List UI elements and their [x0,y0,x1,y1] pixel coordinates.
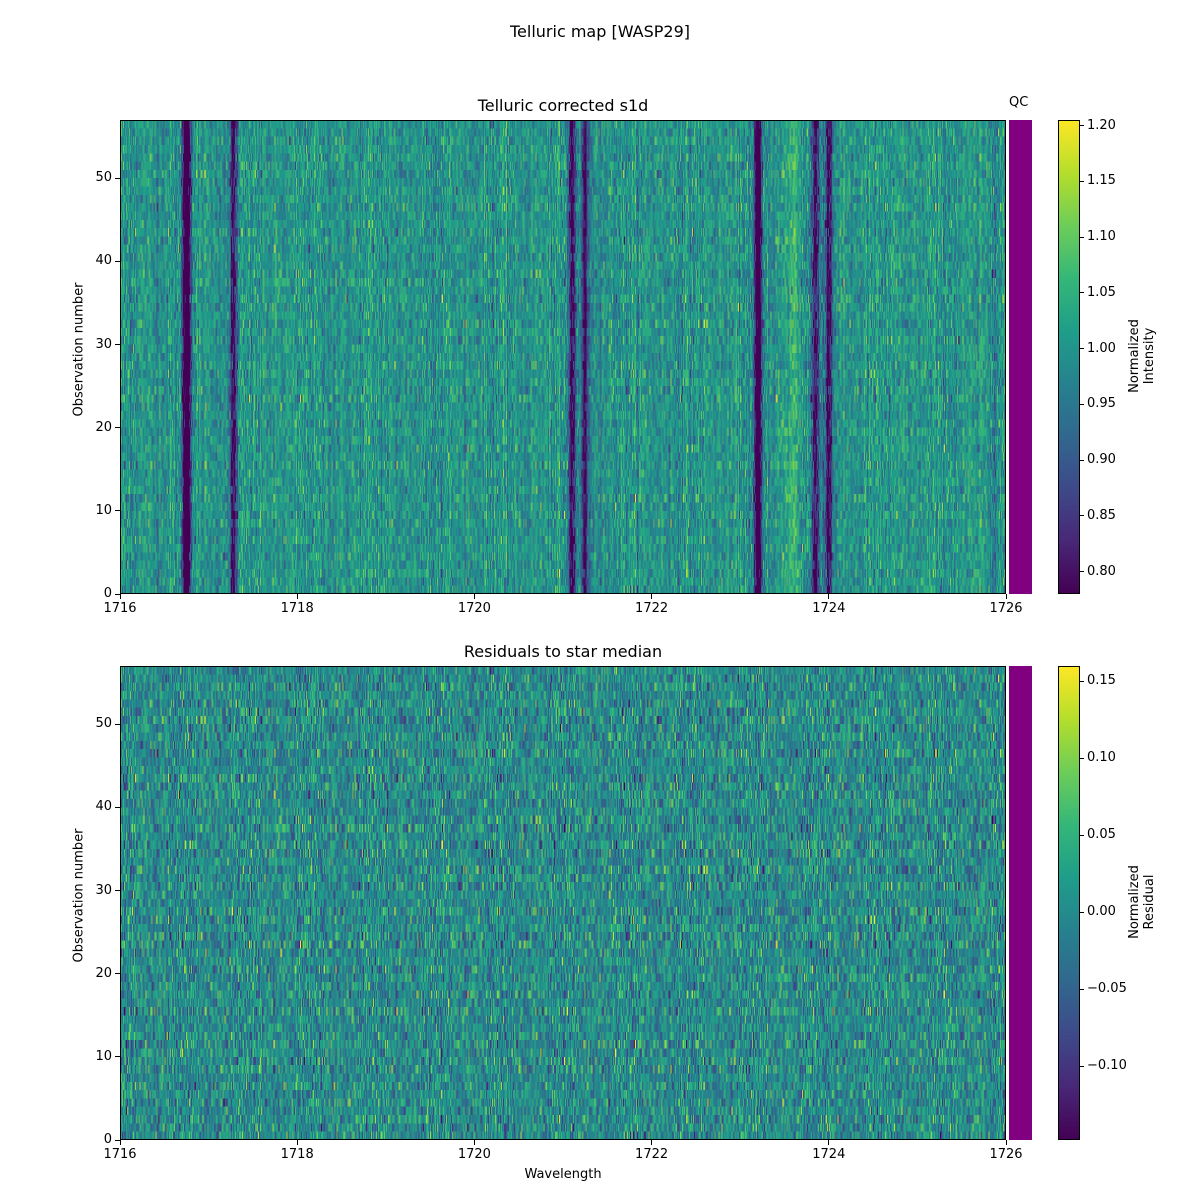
cbar-tick-0-4 [1080,348,1084,350]
y-tick-label-1-0: 0 [103,1132,112,1147]
x-tick-label-0-2: 1720 [457,601,491,616]
x-axis-label-1: Wavelength [524,1167,602,1182]
x-tick-0-0 [119,594,121,599]
cbar-tick-0-6 [1080,236,1084,238]
x-tick-label-1-2: 1720 [457,1147,491,1162]
x-tick-label-0-5: 1726 [989,601,1023,616]
x-tick-0-3 [651,594,653,599]
colorbar-0 [1058,120,1080,594]
y-tick-label-1-2: 20 [95,965,112,981]
cbar-tick-label-0-2: 0.90 [1087,452,1116,468]
cbar-tick-label-0-8: 1.20 [1087,117,1116,133]
x-tick-label-1-4: 1724 [812,1147,846,1162]
x-tick-label-0-3: 1722 [635,601,669,616]
cbar-tick-label-0-5: 1.05 [1087,284,1116,300]
y-tick-1-2 [115,973,120,975]
y-tick-label-0-2: 20 [95,419,112,435]
x-tick-label-0-0: 1716 [103,601,137,616]
y-tick-1-5 [115,723,120,725]
colorbar-frame-0 [1058,120,1080,594]
cbar-tick-label-1-2: 0.00 [1087,904,1116,920]
y-tick-0-3 [115,344,120,346]
y-tick-label-1-3: 30 [95,882,112,898]
y-tick-0-4 [115,260,120,262]
y-tick-1-1 [115,1056,120,1058]
y-tick-0-2 [115,427,120,429]
x-tick-1-2 [473,1140,475,1145]
y-tick-0-1 [115,510,120,512]
x-tick-label-1-5: 1726 [989,1147,1023,1162]
cbar-tick-label-0-7: 1.15 [1087,173,1116,189]
x-tick-1-5 [1005,1140,1007,1145]
colorbar-1 [1058,666,1080,1140]
cbar-tick-0-1 [1080,515,1084,517]
x-tick-1-4 [828,1140,830,1145]
cbar-tick-0-0 [1080,571,1084,573]
cbar-tick-0-2 [1080,459,1084,461]
y-tick-0-0 [115,593,120,595]
x-tick-1-3 [651,1140,653,1145]
y-tick-label-1-1: 10 [95,1048,112,1064]
x-tick-label-1-0: 1716 [103,1147,137,1162]
heatmap-0 [120,120,1006,594]
y-axis-label-1: Observation number [71,828,87,963]
qc-bar-1 [1009,666,1032,1140]
y-tick-1-0 [115,1139,120,1141]
y-tick-label-1-4: 40 [95,799,112,815]
y-tick-1-4 [115,806,120,808]
cbar-tick-label-0-4: 1.00 [1087,340,1116,356]
x-tick-0-1 [296,594,298,599]
cbar-tick-label-1-4: 0.10 [1087,750,1116,766]
x-tick-label-1-3: 1722 [635,1147,669,1162]
colorbar-label-1: Normalized Residual [1127,865,1157,939]
y-tick-1-3 [115,890,120,892]
cbar-tick-label-0-3: 0.95 [1087,396,1116,412]
y-tick-label-0-3: 30 [95,336,112,352]
x-tick-1-1 [296,1140,298,1145]
cbar-tick-label-0-1: 0.85 [1087,507,1116,523]
x-tick-label-0-1: 1718 [280,601,314,616]
qc-bar-0 [1009,120,1032,594]
panel-title-1: Residuals to star median [463,642,663,661]
plot-frame-1 [120,666,1006,1140]
x-tick-1-0 [119,1140,121,1145]
cbar-tick-1-4 [1080,757,1084,759]
colorbar-frame-1 [1058,666,1080,1140]
cbar-tick-label-1-3: 0.05 [1087,827,1116,843]
y-axis-label-0: Observation number [71,282,87,417]
panel-title-0: Telluric corrected s1d [477,96,649,115]
cbar-tick-0-3 [1080,403,1084,405]
cbar-tick-1-1 [1080,988,1084,990]
cbar-tick-label-0-6: 1.10 [1087,229,1116,245]
cbar-tick-label-0-0: 0.80 [1087,563,1116,579]
y-tick-0-5 [115,177,120,179]
x-tick-0-4 [828,594,830,599]
x-tick-0-5 [1005,594,1007,599]
cbar-tick-1-5 [1080,680,1084,682]
y-tick-label-0-1: 10 [95,502,112,518]
x-tick-label-0-4: 1724 [812,601,846,616]
heatmap-1 [120,666,1006,1140]
cbar-tick-label-1-1: −0.05 [1087,981,1127,997]
colorbar-label-0: Normalized Intensity [1127,319,1157,393]
y-tick-label-0-0: 0 [103,586,112,601]
cbar-tick-1-0 [1080,1065,1084,1067]
x-tick-0-2 [473,594,475,599]
plot-frame-0 [120,120,1006,594]
cbar-tick-label-1-5: 0.15 [1087,673,1116,689]
cbar-tick-0-5 [1080,292,1084,294]
figure-title: Telluric map [WASP29] [509,22,690,41]
cbar-tick-0-8 [1080,125,1084,127]
cbar-tick-1-2 [1080,911,1084,913]
cbar-tick-label-1-0: −0.10 [1087,1058,1127,1074]
x-tick-label-1-1: 1718 [280,1147,314,1162]
y-tick-label-0-4: 40 [95,253,112,269]
cbar-tick-0-7 [1080,180,1084,182]
y-tick-label-0-5: 50 [95,170,112,186]
qc-label: QC [1009,95,1029,110]
cbar-tick-1-3 [1080,834,1084,836]
y-tick-label-1-5: 50 [95,716,112,732]
